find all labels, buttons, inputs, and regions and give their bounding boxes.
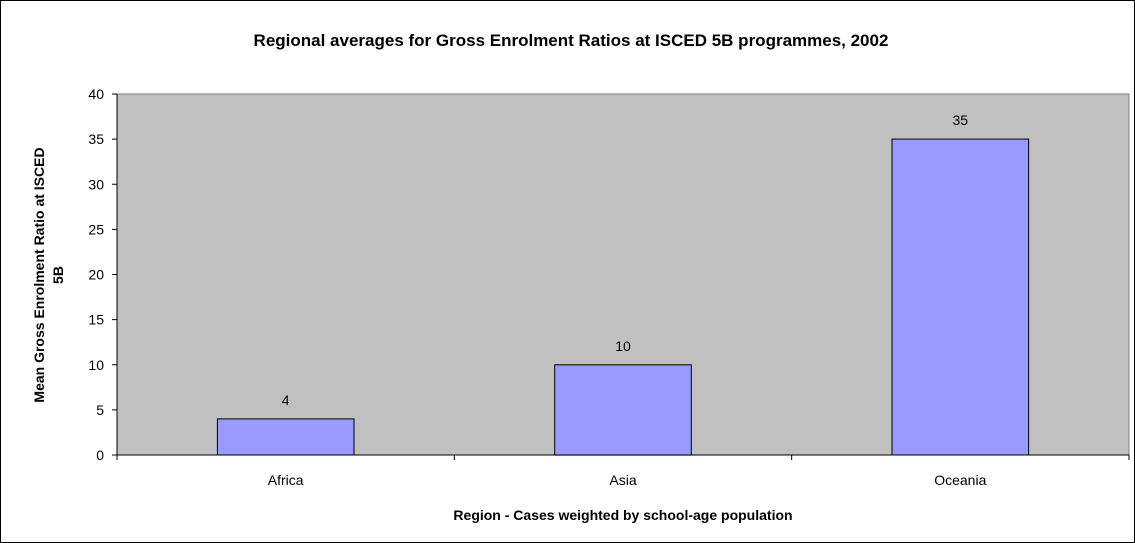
y-axis-title: Mean Gross Enrolment Ratio at ISCED 5B bbox=[31, 147, 66, 402]
bars-layer bbox=[216, 138, 1030, 456]
y-axis-title-line-1: Mean Gross Enrolment Ratio at ISCED bbox=[31, 147, 47, 402]
x-tick-label-asia: Asia bbox=[609, 472, 636, 488]
y-tick-label-40: 40 bbox=[88, 86, 104, 102]
data-label-oceania: 35 bbox=[953, 112, 969, 128]
data-label-asia: 10 bbox=[615, 338, 631, 354]
y-tick-label-0: 0 bbox=[96, 447, 104, 463]
y-tick-label-20: 20 bbox=[88, 267, 104, 283]
labels-layer: 4 Africa 10 Asia 35 Oceania 0 5 10 15 20 25 30 35 40 bbox=[88, 86, 986, 488]
axes-layer bbox=[112, 93, 1130, 460]
bar-asia bbox=[554, 364, 692, 456]
y-tick-label-10: 10 bbox=[88, 357, 104, 373]
y-axis-title-line-2: 5B bbox=[50, 266, 66, 284]
x-tick-label-oceania: Oceania bbox=[934, 472, 986, 488]
bar-oceania bbox=[891, 138, 1030, 456]
data-label-africa: 4 bbox=[282, 392, 290, 408]
y-tick-label-5: 5 bbox=[96, 402, 104, 418]
chart-title: Regional averages for Gross Enrolment Ra… bbox=[254, 31, 889, 50]
y-tick-label-25: 25 bbox=[88, 221, 104, 237]
x-tick-label-africa: Africa bbox=[268, 472, 304, 488]
y-tick-label-15: 15 bbox=[88, 312, 104, 328]
y-tick-label-35: 35 bbox=[88, 131, 104, 147]
x-axis-title: Region - Cases weighted by school-age po… bbox=[453, 507, 792, 523]
y-tick-label-30: 30 bbox=[88, 176, 104, 192]
bar-africa bbox=[216, 418, 355, 456]
